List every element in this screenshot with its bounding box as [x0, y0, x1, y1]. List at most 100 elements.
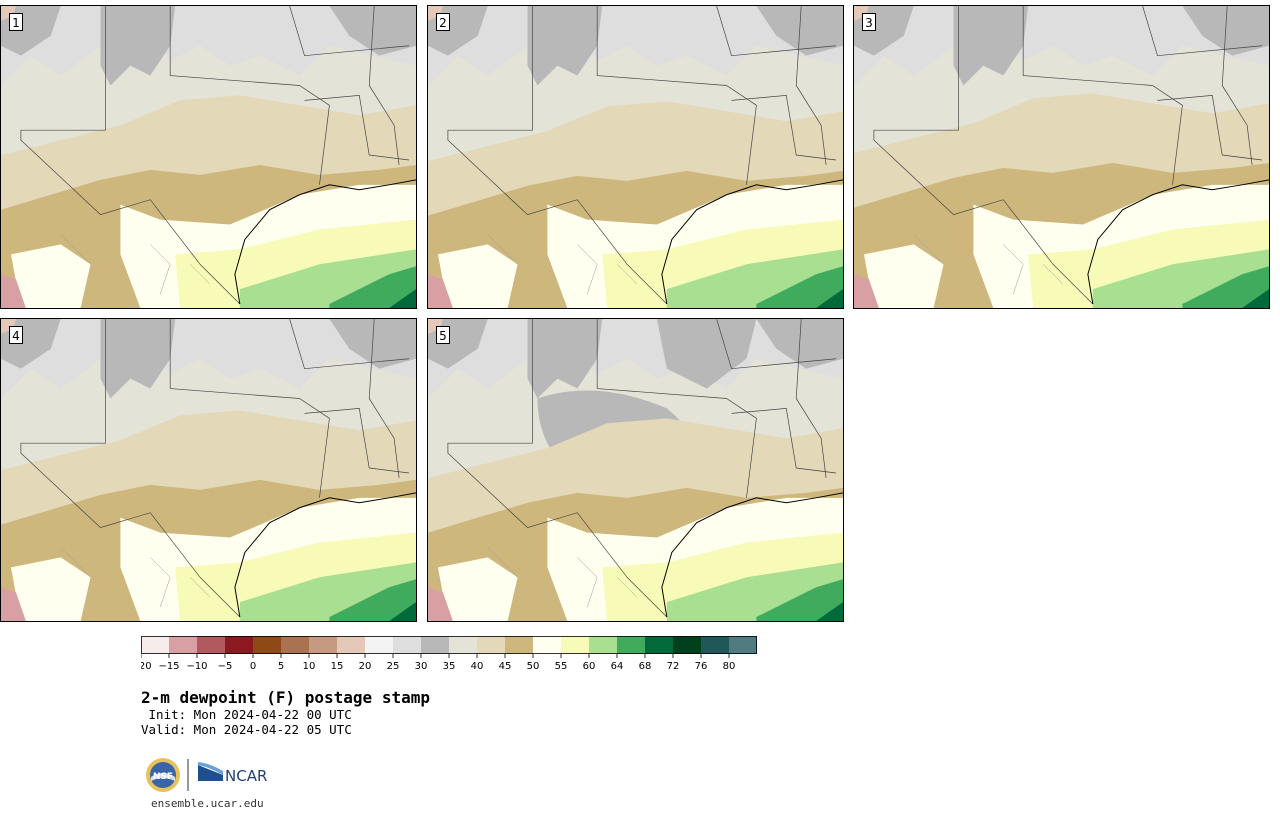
colorbar-swatch	[645, 636, 673, 654]
state-boundary	[1142, 6, 1263, 57]
dewpoint-50-55	[437, 557, 518, 621]
dry-terrain-region	[1, 274, 26, 308]
colorbar-tick-label: −5	[218, 661, 233, 672]
dewpoint-64-68	[756, 266, 843, 308]
state-boundary	[1157, 95, 1263, 161]
dry-gray-region	[527, 319, 603, 399]
state-boundary	[596, 6, 757, 185]
colorbar-swatch	[421, 636, 449, 654]
colorbar-tick-label: 40	[471, 661, 484, 672]
state-boundary	[368, 6, 400, 165]
coastline	[661, 179, 843, 305]
state-boundary	[169, 6, 330, 185]
colorbar-tick-label: 55	[555, 661, 568, 672]
dewpoint-50-55	[863, 244, 944, 308]
colorbar-swatch	[365, 636, 393, 654]
colorbar-swatch	[505, 636, 533, 654]
dry-terrain-region	[428, 274, 453, 308]
colorbar-tick-label: 45	[499, 661, 512, 672]
colorbar-swatch	[225, 636, 253, 654]
colorbar-tick-label: 35	[443, 661, 456, 672]
dewpoint-64-68	[329, 266, 416, 308]
colorbar-swatch	[701, 636, 729, 654]
colorbar-tick-label: −20	[141, 661, 152, 672]
dry-gray-region	[100, 319, 176, 399]
map-panel-1[interactable]: 1	[0, 5, 417, 309]
dewpoint-map	[1, 319, 416, 621]
coastline	[234, 492, 416, 618]
state-boundary	[795, 6, 827, 165]
state-boundary	[368, 319, 400, 478]
map-panel-5[interactable]: 5	[427, 318, 844, 622]
website-url: ensemble.ucar.edu	[151, 797, 264, 810]
dry-gray-region	[953, 6, 1029, 86]
dry-terrain-region	[428, 6, 443, 21]
colorbar-tick-label: 0	[250, 661, 256, 672]
colorbar-tick-label: 5	[278, 661, 284, 672]
dewpoint-50-55	[10, 244, 91, 308]
dewpoint-map	[428, 6, 843, 308]
colorbar-tick-label: 20	[359, 661, 372, 672]
colorbar-swatch	[253, 636, 281, 654]
colorbar-swatch	[393, 636, 421, 654]
state-boundary	[873, 6, 1094, 305]
dry-terrain-region	[1, 587, 26, 621]
dry-gray-region	[527, 6, 603, 86]
dewpoint-50-55	[10, 557, 91, 621]
colorbar-swatch	[197, 636, 225, 654]
member-label: 5	[436, 326, 450, 344]
colorbar-swatch	[589, 636, 617, 654]
state-boundary	[1221, 6, 1253, 165]
member-label: 1	[9, 13, 23, 31]
colorbar-swatch	[337, 636, 365, 654]
colorbar-swatch	[141, 636, 169, 654]
dry-terrain-region	[854, 274, 879, 308]
svg-text:NSF: NSF	[153, 772, 173, 782]
colorbar-tick-label: 10	[303, 661, 316, 672]
colorbar-swatch	[169, 636, 197, 654]
member-label: 2	[436, 13, 450, 31]
state-boundary	[1022, 6, 1183, 185]
dewpoint-map	[854, 6, 1269, 308]
dewpoint-map	[1, 6, 416, 308]
colorbar-tick-label: 30	[415, 661, 428, 672]
state-boundary	[304, 408, 410, 474]
colorbar-tick-label: 50	[527, 661, 540, 672]
colorbar-swatch	[561, 636, 589, 654]
dewpoint-64-68	[756, 579, 843, 621]
state-boundary	[795, 319, 827, 478]
chart-title: 2-m dewpoint (F) postage stamp	[141, 688, 430, 707]
member-label: 4	[9, 326, 23, 344]
logos: NSF NCAR	[146, 758, 267, 792]
colorbar-swatch	[281, 636, 309, 654]
colorbar-swatch	[533, 636, 561, 654]
state-boundary	[304, 95, 410, 161]
colorbar-swatch	[477, 636, 505, 654]
state-boundary	[20, 319, 241, 618]
dry-gray-region	[100, 6, 176, 86]
state-boundary	[731, 95, 837, 161]
colorbar-tick-label: 60	[583, 661, 596, 672]
dry-terrain-region	[428, 319, 443, 334]
colorbar-tick-label: 76	[695, 661, 708, 672]
colorbar: −20 −15 −10 −5 0 5 10 15 20 25 30 35 40 45 50 55 60 64 68 7…	[141, 636, 757, 672]
state-boundary	[20, 6, 241, 305]
nsf-logo-icon: NSF	[146, 758, 180, 792]
state-boundary	[596, 319, 757, 498]
map-panel-2[interactable]: 2	[427, 5, 844, 309]
dewpoint-map	[428, 319, 843, 621]
map-panel-3[interactable]: 3	[853, 5, 1270, 309]
state-boundary	[289, 319, 410, 370]
dry-terrain-region	[428, 587, 453, 621]
state-boundary	[447, 6, 668, 305]
coastline	[1087, 179, 1269, 305]
colorbar-swatch	[673, 636, 701, 654]
colorbar-swatch	[309, 636, 337, 654]
coastline	[234, 179, 416, 305]
map-panel-4[interactable]: 4	[0, 318, 417, 622]
colorbar-tick-label: 80	[723, 661, 736, 672]
colorbar-tick-label: 15	[331, 661, 344, 672]
dry-terrain-region	[854, 6, 869, 21]
title-block: 2-m dewpoint (F) postage stamp Init: Mon…	[141, 688, 430, 737]
colorbar-tick-label: 68	[639, 661, 652, 672]
